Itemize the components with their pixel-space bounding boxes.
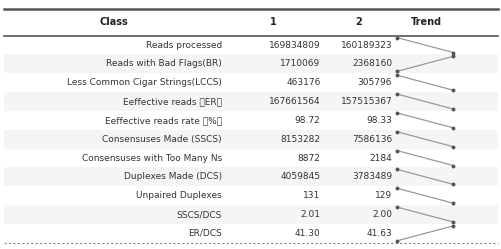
Bar (4, 92, 497, 111)
Text: Unpaired Duplexes: Unpaired Duplexes (136, 191, 221, 200)
Text: 2.01: 2.01 (300, 210, 320, 219)
Text: 98.72: 98.72 (294, 116, 320, 125)
Text: 8153282: 8153282 (280, 135, 320, 144)
Bar (4, 111, 497, 130)
Text: Eeffective reads rate （%）: Eeffective reads rate （%） (105, 116, 221, 125)
Bar (4, 149, 497, 167)
Text: Reads with Bad Flags(BR): Reads with Bad Flags(BR) (106, 59, 221, 68)
Bar (4, 186, 497, 205)
Bar (4, 224, 497, 243)
Text: Less Common Cigar Strings(LCCS): Less Common Cigar Strings(LCCS) (67, 78, 221, 87)
Text: 167661564: 167661564 (269, 97, 320, 106)
Text: 463176: 463176 (286, 78, 320, 87)
Bar (4, 130, 497, 149)
Text: 4059845: 4059845 (280, 172, 320, 181)
Text: 157515367: 157515367 (340, 97, 391, 106)
Text: Duplexes Made (DCS): Duplexes Made (DCS) (123, 172, 221, 181)
Text: Reads processed: Reads processed (145, 41, 221, 50)
Text: Consensuses Made (SSCS): Consensuses Made (SSCS) (102, 135, 221, 144)
Text: 305796: 305796 (357, 78, 391, 87)
Text: 41.30: 41.30 (294, 229, 320, 238)
Bar (4, 36, 497, 55)
Text: 1: 1 (270, 17, 276, 27)
Text: 169834809: 169834809 (269, 41, 320, 50)
Text: 160189323: 160189323 (340, 41, 391, 50)
Text: Trend: Trend (410, 17, 441, 27)
Text: 41.63: 41.63 (366, 229, 391, 238)
Text: 129: 129 (374, 191, 391, 200)
Text: 3783489: 3783489 (351, 172, 391, 181)
Text: 2.00: 2.00 (372, 210, 391, 219)
Text: 8872: 8872 (297, 154, 320, 163)
Text: 2184: 2184 (369, 154, 391, 163)
Bar (4, 73, 497, 92)
Text: Eeffective reads （ER）: Eeffective reads （ER） (123, 97, 221, 106)
Text: Class: Class (99, 17, 128, 27)
Bar (4, 167, 497, 186)
Text: SSCS/DCS: SSCS/DCS (176, 210, 221, 219)
Bar (4, 205, 497, 224)
Bar (4, 55, 497, 73)
Text: Consensuses with Too Many Ns: Consensuses with Too Many Ns (81, 154, 221, 163)
Text: 7586136: 7586136 (351, 135, 391, 144)
Text: ER/DCS: ER/DCS (188, 229, 221, 238)
Text: 131: 131 (303, 191, 320, 200)
Text: 2368160: 2368160 (351, 59, 391, 68)
Text: 98.33: 98.33 (366, 116, 391, 125)
Text: 1710069: 1710069 (280, 59, 320, 68)
Text: 2: 2 (354, 17, 361, 27)
